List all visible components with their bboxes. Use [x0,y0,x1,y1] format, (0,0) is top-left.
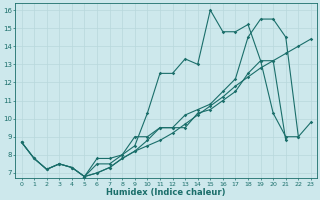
X-axis label: Humidex (Indice chaleur): Humidex (Indice chaleur) [107,188,226,197]
